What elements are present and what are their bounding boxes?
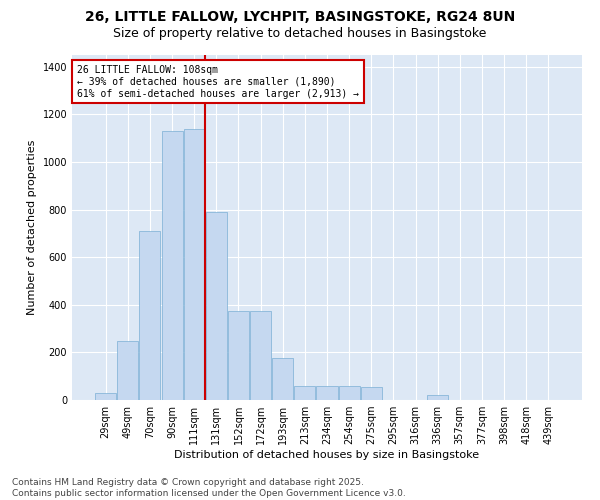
Bar xyxy=(139,231,160,400)
Bar xyxy=(316,386,338,400)
Bar xyxy=(118,340,139,400)
Bar xyxy=(184,129,205,400)
Bar xyxy=(427,395,448,400)
Bar xyxy=(95,393,116,400)
Y-axis label: Number of detached properties: Number of detached properties xyxy=(27,140,37,315)
Bar xyxy=(338,386,359,400)
X-axis label: Distribution of detached houses by size in Basingstoke: Distribution of detached houses by size … xyxy=(175,450,479,460)
Bar xyxy=(161,131,182,400)
Text: 26 LITTLE FALLOW: 108sqm
← 39% of detached houses are smaller (1,890)
61% of sem: 26 LITTLE FALLOW: 108sqm ← 39% of detach… xyxy=(77,66,359,98)
Bar xyxy=(228,311,249,400)
Text: Size of property relative to detached houses in Basingstoke: Size of property relative to detached ho… xyxy=(113,28,487,40)
Bar xyxy=(272,358,293,400)
Bar xyxy=(295,386,316,400)
Text: Contains HM Land Registry data © Crown copyright and database right 2025.
Contai: Contains HM Land Registry data © Crown c… xyxy=(12,478,406,498)
Text: 26, LITTLE FALLOW, LYCHPIT, BASINGSTOKE, RG24 8UN: 26, LITTLE FALLOW, LYCHPIT, BASINGSTOKE,… xyxy=(85,10,515,24)
Bar xyxy=(361,387,382,400)
Bar xyxy=(250,311,271,400)
Bar xyxy=(206,212,227,400)
